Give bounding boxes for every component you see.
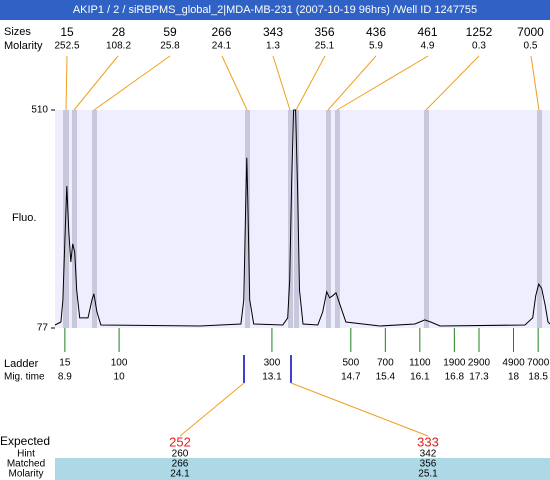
band	[245, 110, 250, 328]
ladder-time: 15.4	[376, 372, 396, 383]
hint: 342	[420, 449, 437, 460]
peak-molarity: 25.8	[160, 41, 180, 52]
ladder-time: 16.1	[410, 372, 430, 383]
row-label: Sizes	[4, 26, 31, 38]
match-leader	[290, 382, 429, 437]
ladder-time: 14.7	[341, 372, 361, 383]
peak-molarity: 0.3	[472, 41, 486, 52]
peak-size: 266	[211, 25, 231, 39]
leader	[295, 55, 326, 111]
band	[92, 110, 97, 328]
band	[294, 110, 299, 328]
row-label: Hint	[17, 449, 35, 460]
ladder-label: Ladder	[4, 358, 39, 370]
peak-size: 15	[60, 25, 74, 39]
leader	[221, 55, 248, 111]
peak-size: 461	[417, 25, 437, 39]
ladder-time-label: Mig. time	[4, 372, 45, 383]
leader	[336, 55, 429, 111]
peak-molarity: 252.5	[54, 41, 79, 52]
title-bar	[0, 0, 550, 20]
molarity: 25.1	[418, 469, 438, 480]
peak-molarity: 5.9	[369, 41, 383, 52]
ladder-size: 100	[111, 358, 128, 369]
ladder-time: 18	[508, 372, 520, 383]
match-leader	[179, 382, 245, 437]
peak-size: 1252	[466, 25, 493, 39]
y-tick-label: 77	[37, 323, 49, 334]
ladder-time: 18.5	[528, 372, 548, 383]
ladder-size: 7000	[527, 358, 550, 369]
y-axis-label: Fluo.	[12, 212, 36, 224]
hint: 260	[172, 449, 189, 460]
expected-value: 333	[417, 434, 439, 449]
band	[72, 110, 77, 328]
leader	[327, 55, 377, 111]
row-label: Molarity	[8, 469, 43, 480]
matched: 266	[172, 459, 189, 470]
ladder-time: 16.8	[445, 372, 465, 383]
row-label: Matched	[7, 459, 45, 470]
peak-size: 343	[263, 25, 283, 39]
ladder-size: 700	[377, 358, 394, 369]
ladder-size: 15	[59, 358, 71, 369]
leader	[73, 55, 119, 111]
trace	[54, 109, 550, 327]
leader	[65, 55, 68, 111]
plot-area	[55, 110, 550, 328]
leader	[272, 55, 291, 111]
leader-lines	[65, 55, 540, 111]
molarity: 24.1	[170, 469, 190, 480]
peak-size: 436	[366, 25, 386, 39]
expected-value: 252	[169, 434, 191, 449]
leader	[425, 55, 480, 111]
peak-molarity: 0.5	[524, 41, 538, 52]
ladder-size: 1900	[443, 358, 466, 369]
y-tick-label: 510	[31, 105, 48, 116]
peak-size: 28	[112, 25, 126, 39]
ladder-time: 13.1	[262, 372, 282, 383]
leader	[93, 55, 171, 111]
peak-molarity: 4.9	[421, 41, 435, 52]
row-label: Molarity	[4, 40, 43, 52]
ladder-size: 1100	[409, 358, 431, 369]
peak-size: 59	[163, 25, 177, 39]
expected-label: Expected	[0, 434, 50, 448]
band	[424, 110, 429, 328]
ladder-time: 17.3	[469, 372, 489, 383]
ladder-size: 2900	[468, 358, 491, 369]
ladder-size: 500	[342, 358, 359, 369]
peak-molarity: 1.3	[266, 41, 280, 52]
ladder-time: 8.9	[58, 372, 72, 383]
matched-band	[55, 458, 550, 480]
peak-molarity: 108.2	[106, 41, 131, 52]
band	[335, 110, 340, 328]
ladder-size: 300	[264, 358, 281, 369]
band	[326, 110, 331, 328]
peak-molarity: 25.1	[315, 41, 335, 52]
band	[537, 110, 542, 328]
matched: 356	[420, 459, 437, 470]
title: AKIP1 / 2 / siRBPMS_global_2|MDA-MB-231 …	[73, 4, 477, 16]
ladder-size: 4900	[502, 358, 525, 369]
ladder-time: 10	[114, 372, 126, 383]
peak-size: 7000	[517, 25, 544, 39]
peak-size: 356	[314, 25, 334, 39]
leader	[530, 55, 540, 111]
peak-molarity: 24.1	[212, 41, 232, 52]
